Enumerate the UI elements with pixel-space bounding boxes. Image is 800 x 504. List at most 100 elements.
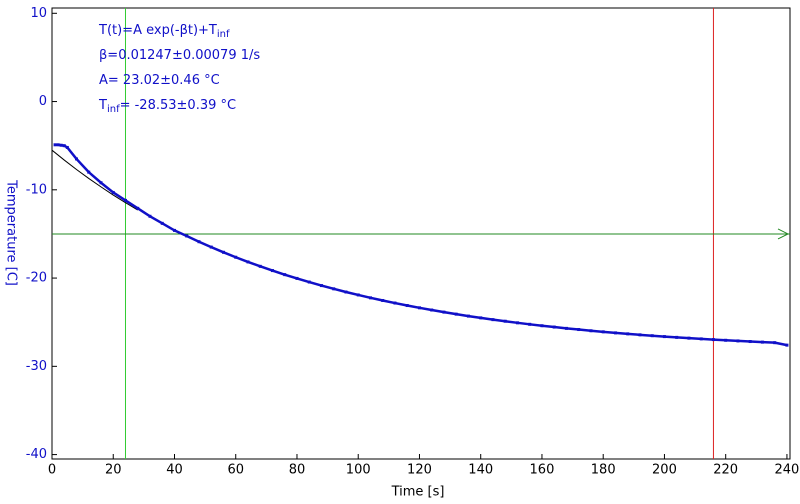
data-point	[197, 240, 201, 244]
data-point	[319, 284, 323, 288]
data-point	[246, 260, 250, 264]
data-point	[650, 334, 654, 338]
data-point	[270, 269, 274, 273]
data-point	[332, 287, 336, 291]
data-point	[638, 333, 642, 337]
data-point	[160, 221, 164, 225]
annotation: A= 23.02±0.46 °C	[99, 73, 220, 88]
data-point	[466, 314, 470, 318]
data-point	[577, 328, 581, 332]
data-point	[123, 198, 127, 202]
annotation: β=0.01247±0.00079 1/s	[99, 48, 260, 63]
y-tick-label: -10	[26, 182, 47, 197]
data-point	[503, 319, 507, 323]
data-point	[552, 325, 556, 329]
data-point	[381, 298, 385, 302]
x-tick-label: 140	[468, 463, 493, 478]
x-tick-label: 240	[775, 463, 800, 478]
annotation-part: T	[98, 98, 107, 113]
data-point	[111, 190, 115, 194]
x-tick-label: 0	[48, 463, 56, 478]
data-point	[613, 331, 617, 335]
x-tick-label: 220	[713, 463, 738, 478]
y-tick-label: 0	[39, 94, 47, 109]
data-point	[417, 306, 421, 310]
data-point	[65, 145, 69, 149]
annotation-part: β=0.01247±0.00079 1/s	[99, 48, 260, 63]
annotation-subscript: inf	[107, 104, 120, 115]
x-tick-label: 40	[166, 463, 183, 478]
x-tick-label: 20	[105, 463, 122, 478]
data-point	[368, 296, 372, 300]
data-point	[209, 245, 213, 249]
data-point	[172, 228, 176, 232]
data-point	[760, 340, 764, 344]
y-axis-label: Temperature [C]	[4, 179, 19, 286]
data-point	[748, 340, 752, 344]
data-point	[405, 304, 409, 308]
y-tick-label: -40	[26, 447, 47, 462]
x-tick-label: 160	[530, 463, 555, 478]
fit-curve	[51, 149, 138, 211]
data-point	[564, 326, 568, 330]
data-point	[87, 170, 91, 174]
data-point	[295, 276, 299, 280]
data-point	[53, 143, 57, 147]
data-point	[785, 343, 789, 347]
data-point	[711, 338, 715, 342]
data-point	[344, 290, 348, 294]
x-tick-label: 200	[652, 463, 677, 478]
data-point	[59, 143, 63, 147]
data-point	[626, 332, 630, 336]
x-tick-label: 60	[227, 463, 244, 478]
data-point	[99, 181, 103, 185]
x-tick-label: 120	[407, 463, 432, 478]
data-point	[662, 335, 666, 339]
data-point	[687, 336, 691, 340]
data-point	[601, 330, 605, 334]
data-point	[221, 250, 225, 254]
data-point	[442, 310, 446, 314]
cursor-arrow	[777, 228, 790, 240]
data-point	[528, 322, 532, 326]
x-axis-label: Time [s]	[391, 485, 445, 500]
data-point	[234, 255, 238, 259]
x-tick-label: 80	[289, 463, 306, 478]
data-point	[307, 280, 311, 284]
data-point	[675, 335, 679, 339]
data-point	[74, 157, 78, 161]
annotation-part: = -28.53±0.39 °C	[120, 98, 236, 113]
data-point	[136, 206, 140, 210]
data-point	[393, 301, 397, 305]
data-line	[55, 143, 788, 347]
data-point	[283, 273, 287, 277]
data-point	[540, 324, 544, 328]
data-point	[515, 321, 519, 325]
y-tick-label: 10	[30, 6, 47, 21]
y-tick-label: -20	[26, 271, 47, 286]
data-point	[491, 318, 495, 322]
data-point	[356, 293, 360, 297]
data-point	[736, 339, 740, 343]
annotation: T(t)=A exp(-βt)+Tinf	[98, 23, 230, 41]
data-point	[185, 234, 189, 238]
data-point	[724, 338, 728, 342]
annotation-subscript: inf	[217, 29, 230, 40]
data-point	[56, 143, 60, 147]
data-point	[479, 316, 483, 320]
y-tick-label: -30	[26, 359, 47, 374]
data-point	[773, 341, 777, 345]
annotation-part: T(t)=A exp(-βt)+T	[98, 23, 217, 38]
data-point	[454, 312, 458, 316]
data-point	[699, 337, 703, 341]
x-tick-label: 180	[591, 463, 616, 478]
data-point	[62, 144, 66, 148]
data-point	[148, 214, 152, 218]
x-tick-label: 100	[346, 463, 371, 478]
data-point	[430, 308, 434, 312]
annotation-part: A= 23.02±0.46 °C	[99, 73, 220, 88]
data-point	[589, 329, 593, 333]
annotation: Tinf= -28.53±0.39 °C	[98, 98, 236, 116]
